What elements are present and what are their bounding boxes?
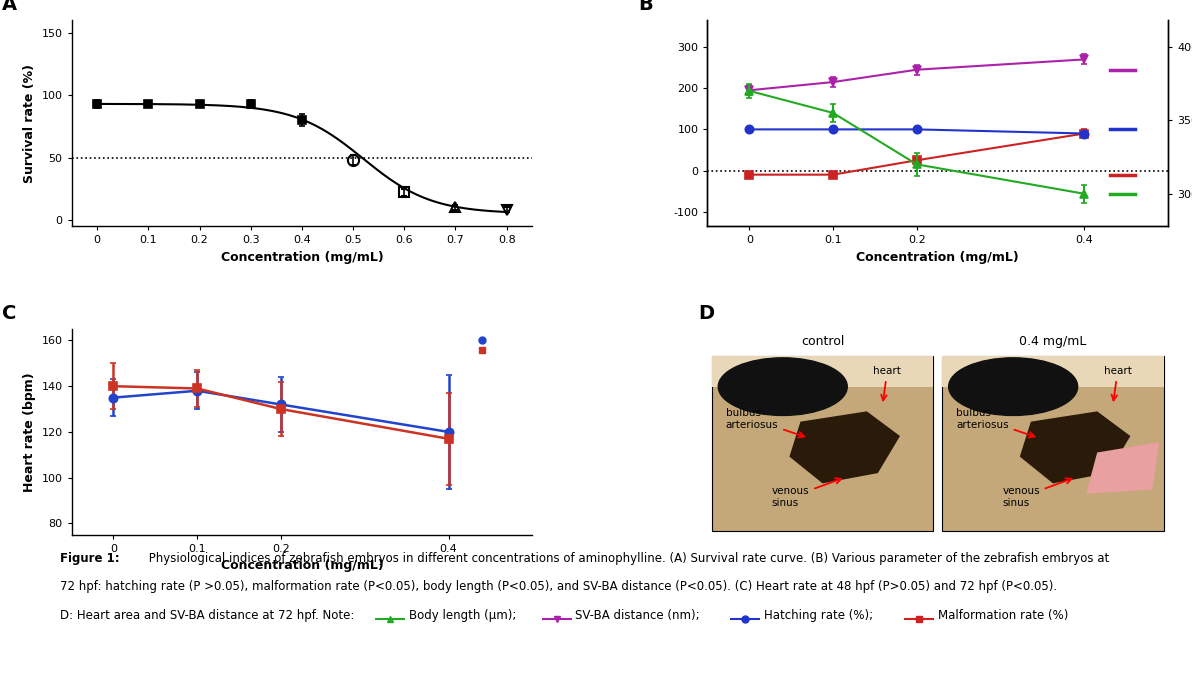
FancyBboxPatch shape [712,356,933,531]
Text: bulbus
arteriosus: bulbus arteriosus [726,408,805,437]
Text: venous
sinus: venous sinus [1002,478,1072,508]
X-axis label: Concentration (mg/mL): Concentration (mg/mL) [221,559,384,573]
Text: 0.4 mg/mL: 0.4 mg/mL [1019,334,1087,347]
FancyBboxPatch shape [712,356,933,387]
Text: C: C [2,304,17,323]
Text: Malformation rate (%): Malformation rate (%) [938,609,1072,621]
FancyBboxPatch shape [943,356,1163,531]
X-axis label: Concentration (mg/mL): Concentration (mg/mL) [856,250,1019,264]
Text: control: control [801,334,844,347]
Circle shape [949,358,1078,416]
Text: B: B [638,0,653,14]
X-axis label: Concentration (mg/mL): Concentration (mg/mL) [221,250,384,264]
Y-axis label: Heart rate (bpm): Heart rate (bpm) [23,372,36,492]
Polygon shape [789,412,900,483]
Y-axis label: Survival rate (%): Survival rate (%) [23,64,36,183]
Text: 72 hpf: hatching rate (P >0.05), malformation rate (P<0.05), body length (P<0.05: 72 hpf: hatching rate (P >0.05), malform… [60,580,1057,593]
Circle shape [719,358,848,416]
Text: D: Heart area and SV-BA distance at 72 hpf. Note:: D: Heart area and SV-BA distance at 72 h… [60,609,358,621]
FancyBboxPatch shape [943,356,1163,387]
Text: Figure 1:: Figure 1: [60,552,119,565]
Text: Physiological indices of zebrafish embryos in different concentrations of aminop: Physiological indices of zebrafish embry… [145,552,1110,565]
Text: venous
sinus: venous sinus [772,478,842,508]
Text: A: A [2,0,18,14]
Text: heart: heart [1104,366,1131,400]
Text: bulbus
arteriosus: bulbus arteriosus [956,408,1035,437]
Text: D: D [699,304,714,323]
Text: heart: heart [874,366,901,400]
Text: Hatching rate (%);: Hatching rate (%); [764,609,876,621]
Polygon shape [1020,412,1130,483]
Text: SV-BA distance (nm);: SV-BA distance (nm); [576,609,703,621]
Text: Body length (μm);: Body length (μm); [409,609,520,621]
Polygon shape [1086,442,1159,494]
